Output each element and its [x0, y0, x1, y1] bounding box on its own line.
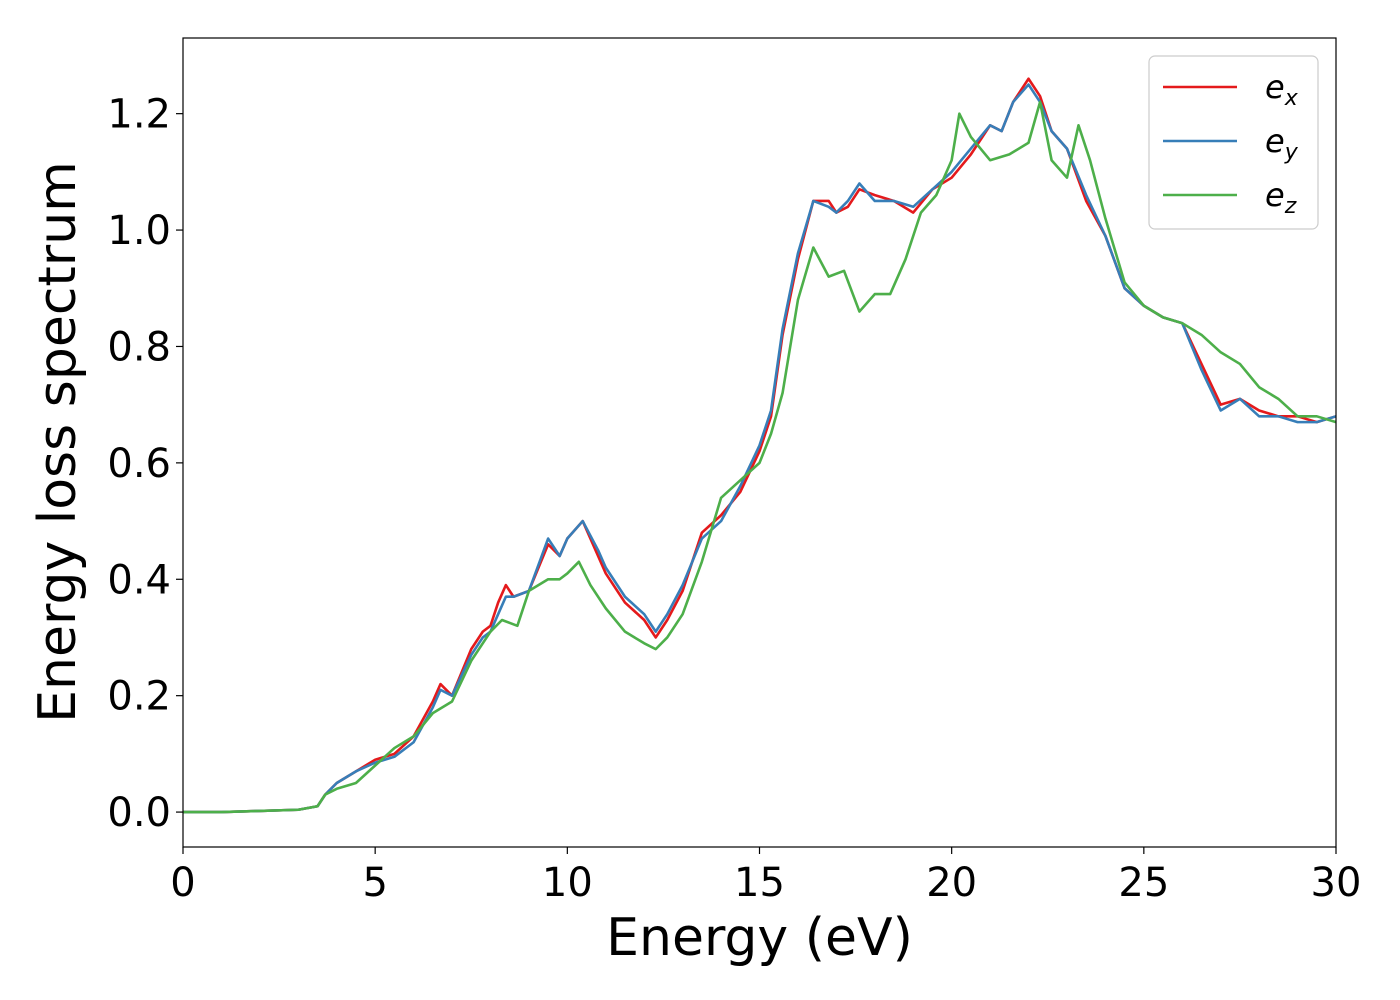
y-tick-label: 0.6: [107, 441, 171, 487]
legend-label-base: e: [1265, 68, 1285, 106]
legend-label-base: e: [1265, 176, 1285, 214]
legend-label-subscript: z: [1284, 194, 1297, 219]
y-axis-title: Energy loss spectrum: [28, 161, 88, 723]
y-axis: 0.0 0.2 0.4 0.6 0.8 1.0 1.2: [107, 92, 183, 836]
x-axis: 0 5 10 15 20 25 30: [170, 847, 1361, 906]
x-tick-label: 0: [170, 860, 195, 906]
legend-label-subscript: y: [1284, 140, 1299, 165]
series-line-y: [183, 83, 1336, 814]
legend-box: [1148, 55, 1319, 230]
x-tick-label: 5: [362, 860, 387, 906]
y-tick-label: 1.0: [107, 208, 171, 254]
x-tick-label: 25: [1118, 860, 1169, 906]
y-tick-label: 0.4: [107, 557, 171, 603]
x-tick-label: 15: [734, 860, 785, 906]
x-axis-title: Energy (eV): [606, 908, 913, 968]
y-tick-label: 0.8: [107, 324, 171, 370]
x-tick-label: 10: [542, 860, 593, 906]
series-line-z: [183, 100, 1336, 814]
legend-label-x: ex: [1265, 68, 1299, 111]
x-tick-label: 30: [1311, 860, 1362, 906]
legend-label-subscript: x: [1284, 86, 1299, 111]
y-tick-label: 0.2: [107, 674, 171, 720]
x-tick-label: 20: [926, 860, 977, 906]
y-tick-label: 1.2: [107, 92, 171, 138]
legend-label-base: e: [1265, 122, 1285, 160]
y-tick-label: 0.0: [107, 790, 171, 836]
series-layer: [183, 77, 1336, 814]
legend-label-z: ez: [1265, 176, 1297, 219]
legend-label-y: ey: [1265, 122, 1299, 165]
